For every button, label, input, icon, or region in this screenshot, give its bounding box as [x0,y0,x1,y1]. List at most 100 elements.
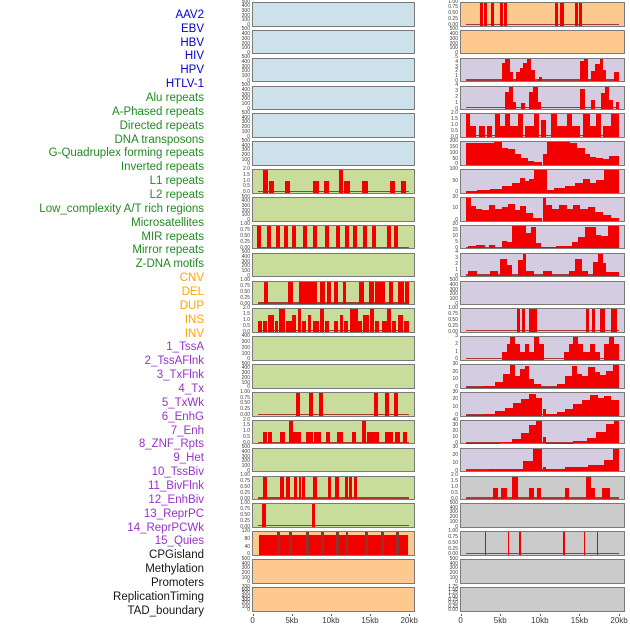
track-label-2-tssaflnk: 2_TssAFlnk [144,355,204,368]
signal-segment [323,181,329,193]
signal-segment [601,487,611,500]
signal-segment [601,236,608,249]
signal-segment [609,155,619,165]
signal-segment [571,125,580,137]
signal-segment [575,259,582,277]
signal-segment [294,476,298,500]
signal-segment [524,125,535,137]
signal-segment [547,142,571,165]
y-tick-label: 500 [449,26,458,33]
y-tick-label: 300 [449,509,458,516]
track-panel-dup [252,587,415,612]
track-label-hiv: HIV [184,50,204,63]
y-tick-label: 0.0 [451,495,458,502]
signal-segment [509,365,515,388]
signal-segment [483,385,496,388]
signal-segment [526,270,535,277]
signal-segment [529,351,535,360]
signal-segment [579,88,585,110]
track-label-replicationtiming: ReplicationTiming [113,590,204,603]
signal-baseline [465,330,620,332]
track-panel-5-txwk [460,169,625,194]
signal-segment [298,281,305,305]
signal-segment [573,337,579,360]
y-tick-label: 1.00 [240,388,250,395]
signal-segment [507,532,510,555]
track-panel-a-phased-repeats [252,197,415,222]
signal-segment [343,181,350,193]
y-tick-label: 1.0 [451,483,458,490]
track-panel-l2-repeats [252,364,415,389]
y-tick-label: 100 [241,350,250,357]
signal-segment [345,532,349,555]
signal-segment [614,420,619,444]
signal-segment [570,143,577,165]
y-tick-label: 0.25 [448,545,458,552]
signal-baseline [257,525,410,527]
x-tick-mark [500,613,502,616]
y-tick-label: 100 [241,128,250,135]
y-tick-label: 100 [241,603,250,610]
y-tick-label: 0 [455,105,458,112]
y-tick-label: 500 [241,193,250,200]
y-tick-label: 200 [449,569,458,576]
signal-segment [563,532,565,555]
signal-segment [534,162,543,165]
signal-segment [465,198,471,221]
signal-segment [539,344,545,360]
y-tick-label: 0 [247,467,250,474]
signal-segment [513,102,517,110]
y-tick-label: 0 [455,412,458,419]
signal-segment [522,253,527,277]
signal-segment [292,225,297,249]
track-label-inverted-repeats: Inverted repeats [120,161,204,174]
signal-segment [609,100,613,110]
signal-segment [609,337,615,360]
y-tick-label: 2.0 [243,416,250,423]
signal-segment [475,209,483,221]
signal-segment [555,245,572,249]
signal-segment [374,320,379,332]
signal-segment [591,71,595,82]
signal-segment [292,315,297,332]
y-tick-label: 100 [241,212,250,219]
track-label-4-tx: 4_Tx [178,383,204,396]
signal-segment [575,3,579,26]
signal-segment [565,185,576,193]
signal-segment [614,72,619,82]
signal-segment [557,125,567,137]
signal-segment [583,58,589,82]
y-tick-label: 100 [449,518,458,525]
y-tick-label: 0.5 [451,127,458,134]
signal-segment [297,309,302,332]
signal-segment [566,114,572,137]
signal-segment [306,532,310,555]
signal-segment [312,320,319,332]
track-panel-11-bivflnk [460,336,625,361]
signal-segment [583,114,590,137]
signal-segment [596,114,602,137]
signal-segment [325,225,329,249]
y-tick-label: 0.00 [240,300,250,307]
y-tick-label: 0.75 [240,227,250,234]
signal-segment [508,203,515,221]
y-tick-label: 100 [241,17,250,24]
signal-segment [490,469,507,472]
y-tick-label: 100 [241,45,250,52]
track-panel-promoters [460,531,625,556]
track-panel-methylation [460,503,625,528]
y-tick-label: 500 [241,54,250,61]
track-label-8-znf-rpts: 8_ZNF_Rpts [138,438,204,451]
signal-segment [327,476,332,500]
y-tick-label: 1.75 [448,583,458,590]
y-tick-label: 2.0 [243,305,250,312]
y-tick-label: 1.50 [448,587,458,594]
signal-segment [302,476,305,500]
track-panel-14-reprpcwk [460,419,625,445]
signal-segment [514,210,520,221]
y-tick-label: 10 [452,205,458,212]
signal-segment [596,234,602,249]
y-tick-label: 1 [455,348,458,355]
signal-segment [335,476,339,500]
signal-segment [397,315,403,332]
